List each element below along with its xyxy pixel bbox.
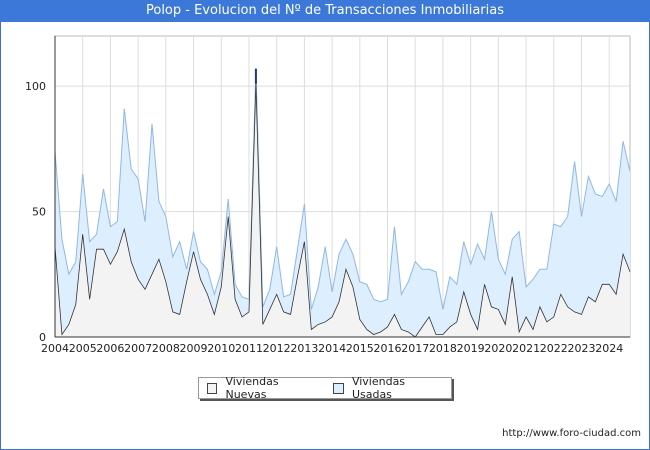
y-tick-label: 100	[25, 80, 46, 93]
y-tick-label: 0	[39, 331, 46, 344]
x-tick-label: 2014	[318, 342, 346, 355]
x-tick-label: 2017	[401, 342, 429, 355]
x-tick-label: 2024	[595, 342, 623, 355]
x-tick-label: 2009	[180, 342, 208, 355]
legend-label-usadas: Viviendas Usadas	[351, 375, 406, 401]
x-tick-label: 2005	[69, 342, 97, 355]
legend-item-nuevas: Viviendas Nuevas	[207, 375, 317, 401]
chart-title: Polop - Evolucion del Nº de Transaccione…	[0, 0, 650, 22]
x-tick-label: 2004	[41, 342, 69, 355]
x-tick-label: 2016	[374, 342, 402, 355]
x-tick-label: 2023	[568, 342, 596, 355]
x-tick-label: 2011	[235, 342, 263, 355]
series-area-usadas	[55, 68, 630, 337]
x-tick-label: 2018	[429, 342, 457, 355]
series-line-nuevas	[54, 83, 631, 338]
x-tick-label: 2013	[290, 342, 318, 355]
y-tick-label: 50	[32, 206, 46, 219]
legend-label-nuevas: Viviendas Nuevas	[225, 375, 279, 401]
x-tick-label: 2015	[346, 342, 374, 355]
x-tick-label: 2010	[207, 342, 235, 355]
x-tick-label: 2020	[484, 342, 512, 355]
source-url[interactable]: http://www.foro-ciudad.com	[502, 428, 641, 439]
x-tick-label: 2021	[512, 342, 540, 355]
series-line-usadas	[54, 68, 631, 310]
legend-swatch-usadas	[333, 382, 344, 394]
x-tick-label: 2006	[96, 342, 124, 355]
x-tick-label: 2022	[540, 342, 568, 355]
x-tick-label: 2012	[263, 342, 291, 355]
x-tick-label: 2008	[152, 342, 180, 355]
legend: Viviendas Nuevas Viviendas Usadas	[198, 375, 452, 401]
x-tick-label: 2019	[457, 342, 485, 355]
series-layer	[54, 68, 631, 338]
legend-swatch-nuevas	[207, 382, 218, 394]
x-tick-label: 2007	[124, 342, 152, 355]
legend-item-usadas: Viviendas Usadas	[333, 375, 443, 401]
